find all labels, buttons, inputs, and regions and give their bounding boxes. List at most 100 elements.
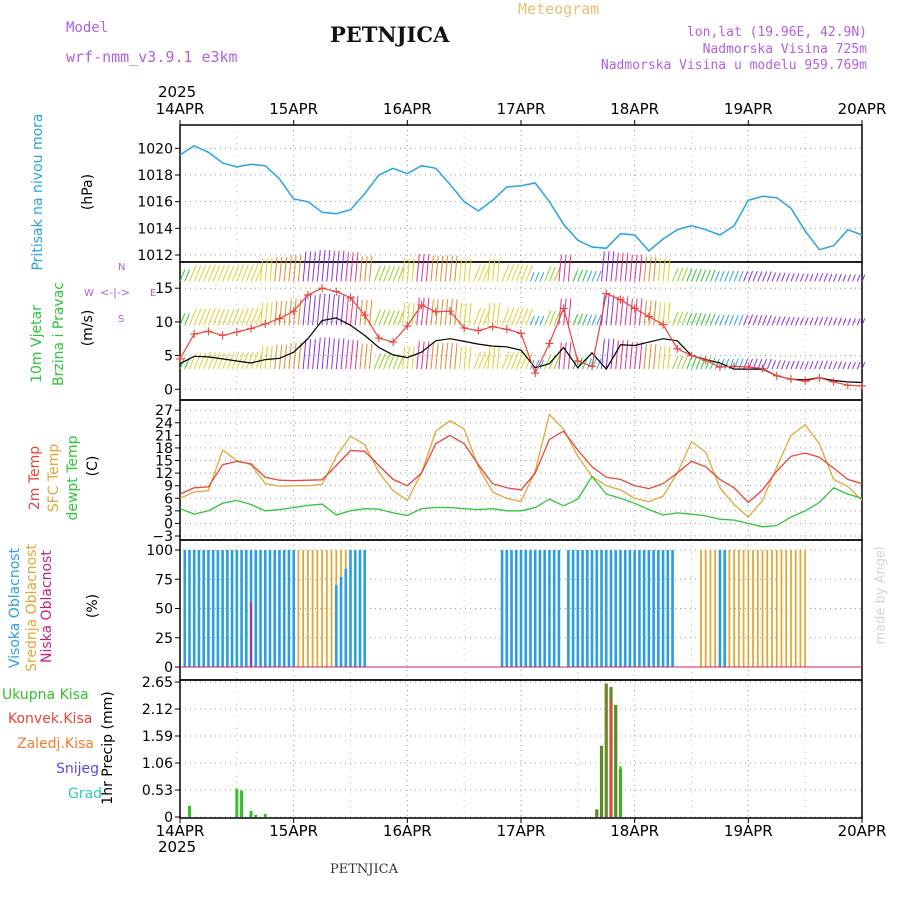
- high-cloud-bar: [216, 550, 220, 667]
- wind-arrow: [525, 264, 533, 282]
- high-cloud-bar: [230, 550, 234, 667]
- wind-gust-marker: [715, 363, 724, 372]
- wind-arrow: [359, 300, 363, 326]
- wind-arrow: [596, 314, 602, 326]
- mid-cloud-bar: [785, 550, 788, 667]
- wind-arrow: [553, 310, 561, 326]
- high-cloud-bar: [282, 550, 286, 667]
- wind-arrow: [709, 269, 716, 282]
- wind-arrow: [307, 339, 312, 370]
- wind-arrow: [392, 310, 400, 326]
- wind-arrow: [402, 346, 406, 370]
- wind-arrow: [676, 355, 684, 370]
- wind-arrow: [506, 307, 515, 326]
- wind-arrow: [752, 314, 758, 326]
- wind-gust-marker: [190, 330, 199, 339]
- mid-cloud-bar: [771, 550, 773, 667]
- wind-arrow: [515, 308, 524, 326]
- wind-arrow: [795, 317, 800, 326]
- wind-gust-marker: [332, 287, 341, 296]
- precip-bar: [263, 813, 267, 817]
- high-cloud-bar: [614, 550, 618, 667]
- wind-arrow: [548, 354, 556, 370]
- wind-arrow: [454, 342, 458, 370]
- y-tick-label: 0: [164, 810, 173, 826]
- wind-arrow: [501, 264, 510, 282]
- wind-arrow: [714, 314, 720, 326]
- wind-arrow: [624, 252, 629, 282]
- wind-gust-marker: [772, 371, 781, 380]
- wind-arrow: [629, 298, 633, 326]
- wind-arrow: [771, 360, 777, 370]
- model-altitude: Nadmorska Visina u modelu 959.769m: [600, 58, 867, 73]
- wind-arrow: [430, 343, 434, 370]
- wind-arrow: [837, 317, 842, 326]
- wind-arrow: [473, 351, 482, 370]
- wind-arrows: [179, 249, 866, 370]
- wind-arrow: [828, 317, 833, 326]
- high-cloud-bar: [240, 550, 243, 667]
- wind-arrow: [245, 307, 254, 326]
- wind-arrow: [539, 272, 545, 282]
- precip-bar: [235, 788, 239, 817]
- mid-cloud-bar: [780, 550, 783, 667]
- wind-arrow: [501, 351, 510, 370]
- x-day-label-top: 18APR: [610, 100, 659, 118]
- wind-arrow: [501, 307, 510, 326]
- wind-gust-marker: [573, 356, 582, 365]
- wind-arrow: [733, 358, 739, 370]
- y-tick-label: 18: [155, 441, 173, 457]
- wind-arrow: [458, 259, 463, 282]
- wind-arrow: [814, 360, 819, 370]
- compass-s: S: [118, 314, 125, 325]
- wind-arrow: [553, 266, 561, 282]
- wind-gust-marker: [517, 329, 525, 338]
- grad-label: Grad: [68, 786, 103, 802]
- wind-arrow: [847, 274, 852, 282]
- precip-bar: [614, 704, 618, 817]
- mid-cloud-bar: [733, 550, 736, 667]
- wind-arrow: [714, 358, 720, 370]
- wind-arrow: [496, 346, 500, 370]
- wind-arrow: [795, 273, 800, 282]
- lonlat: lon,lat (19.96E, 42.9N): [686, 25, 867, 40]
- wind-arrow: [241, 308, 249, 326]
- wind-arrow: [804, 273, 809, 282]
- wind-arrow: [629, 254, 633, 282]
- wind-arrow: [506, 264, 515, 282]
- wind-arrow: [335, 294, 340, 326]
- x-day-label-bottom: 14APR: [156, 822, 205, 840]
- wind-arrow: [212, 264, 221, 282]
- mid-cloud-bar: [700, 550, 702, 667]
- wind-arrow: [776, 360, 781, 370]
- wind-arrow: [757, 358, 763, 370]
- wind-arrow: [837, 361, 842, 370]
- mid-cloud-bar: [704, 550, 707, 667]
- high-cloud-bar: [567, 550, 570, 667]
- wind-gust-marker: [786, 375, 795, 384]
- wind-arrow: [852, 274, 856, 282]
- high-cloud-bar: [524, 550, 528, 667]
- wind-arrow: [558, 298, 562, 326]
- high-cloud-bar: [254, 550, 258, 667]
- wind-arrow: [563, 254, 567, 282]
- wind-arrow: [520, 264, 529, 282]
- wind-arrow: [733, 314, 739, 326]
- wind-arrow: [776, 316, 781, 326]
- wind-arrow: [463, 346, 467, 370]
- y-tick-label: 12: [155, 466, 173, 482]
- wind-gust-marker: [403, 321, 412, 330]
- wind-arrow: [781, 360, 786, 370]
- mid-cloud-bar: [775, 550, 778, 667]
- high-cloud-bar: [718, 550, 722, 667]
- cloud-bars: [183, 550, 807, 667]
- wind-arrow: [203, 352, 212, 370]
- x-day-label-top: 17APR: [497, 100, 546, 118]
- high-cloud-bar: [263, 550, 267, 667]
- precip-bars: [187, 683, 623, 817]
- wind-arrow: [771, 272, 777, 282]
- y-tick-label: 1.06: [142, 756, 173, 772]
- wind-arrow: [695, 312, 702, 326]
- wind-gust-marker: [588, 362, 597, 371]
- wind-gust-marker: [460, 323, 469, 332]
